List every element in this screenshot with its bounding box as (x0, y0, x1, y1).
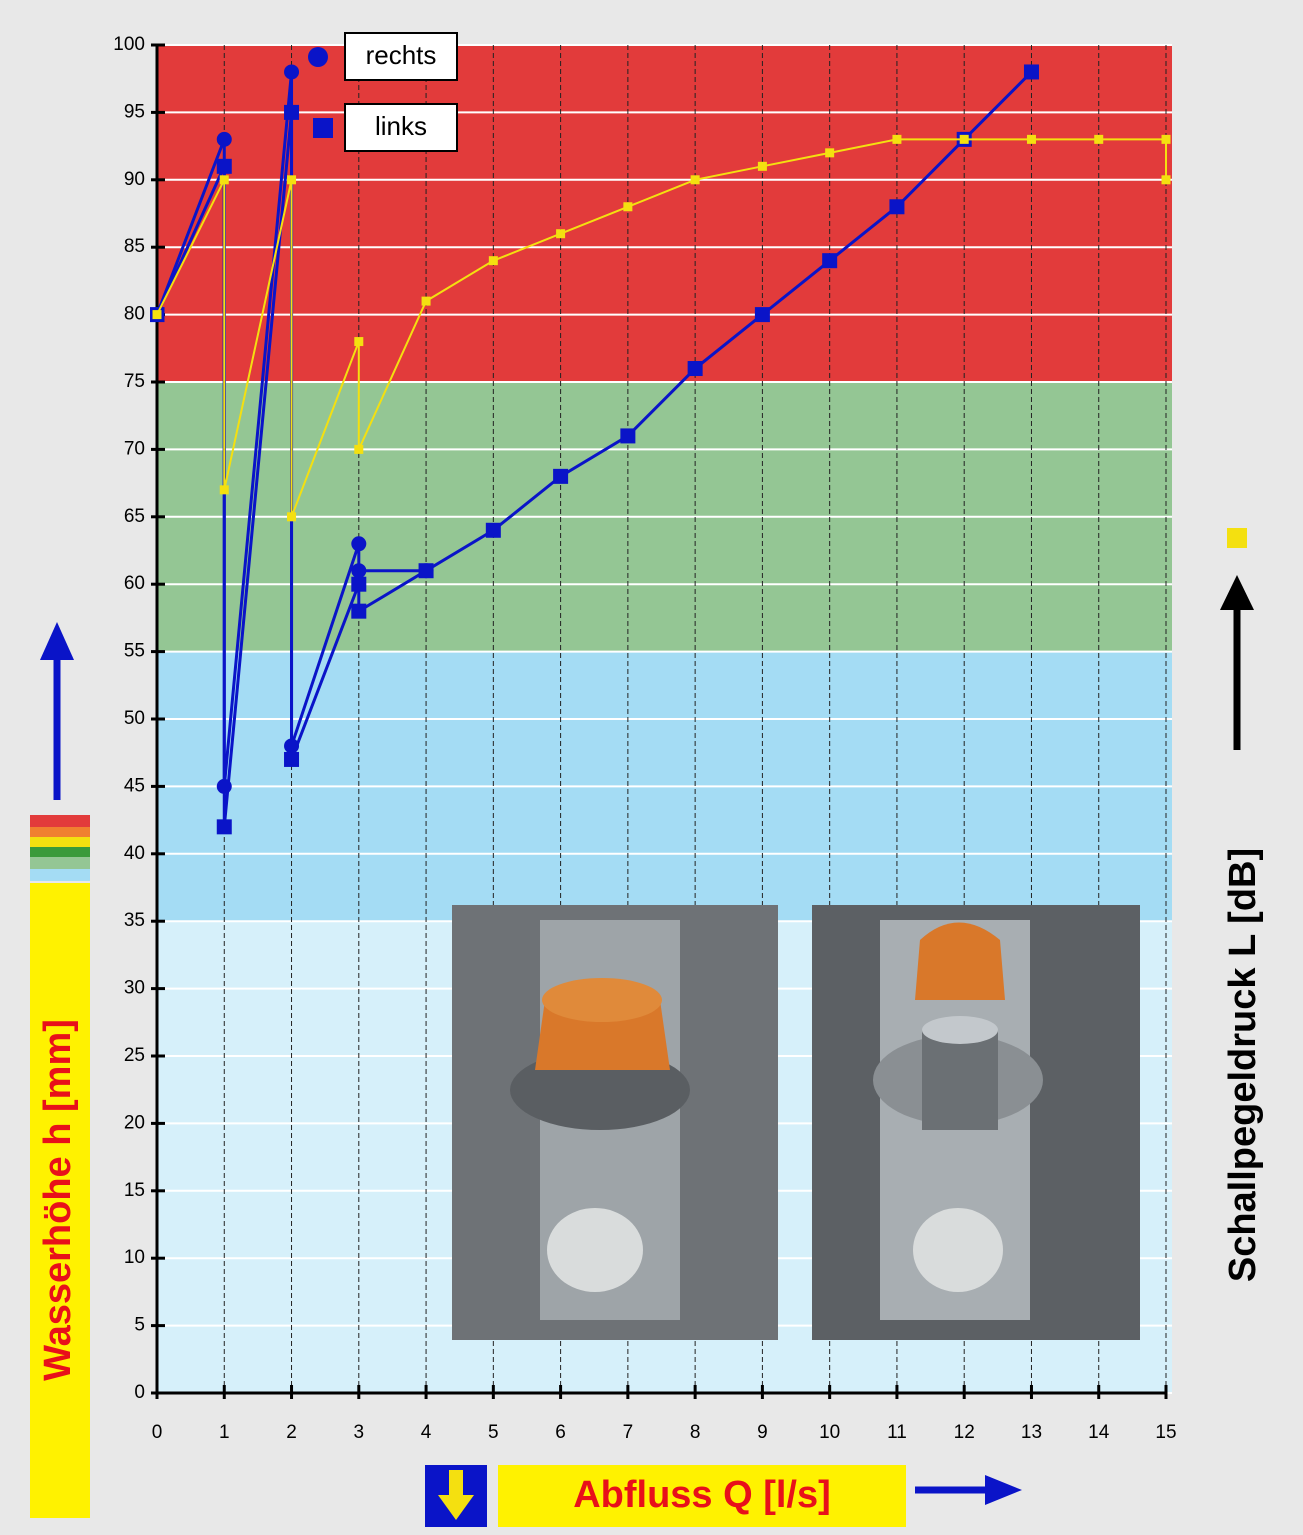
legend-marker (308, 47, 328, 67)
y-tick-label: 70 (124, 438, 145, 459)
y-axis-label: Wasserhöhe h [mm] (37, 1019, 79, 1381)
point (421, 296, 431, 306)
x-tick-label: 9 (757, 1422, 768, 1443)
point (287, 512, 297, 522)
point (889, 199, 905, 215)
legend-marker (1227, 528, 1247, 548)
label-background (498, 1465, 906, 1527)
point (284, 751, 300, 767)
point (351, 576, 367, 592)
point (284, 64, 300, 80)
y-tick-label: 60 (124, 573, 145, 594)
point (754, 307, 770, 323)
point (354, 444, 364, 454)
point (216, 131, 232, 147)
y-tick-label: 5 (134, 1315, 145, 1336)
point (488, 256, 498, 266)
point (485, 522, 501, 538)
arrow (915, 1475, 1022, 1505)
y2-axis-label: Schallpegeldruck L [dB] (1222, 848, 1264, 1282)
x-tick-label: 11 (887, 1422, 907, 1443)
x-tick-label: 15 (1155, 1422, 1176, 1443)
point (822, 253, 838, 269)
arrow (40, 622, 74, 800)
x-tick-label: 2 (286, 1422, 297, 1443)
point (556, 229, 566, 239)
point (216, 819, 232, 835)
y-tick-label: 50 (124, 708, 145, 729)
x-axis-label: Abfluss Q [l/s] (573, 1474, 831, 1516)
icon (438, 1470, 474, 1520)
point (623, 202, 633, 212)
point (287, 175, 297, 185)
legend-box (344, 32, 458, 81)
y-tick-label: 0 (134, 1382, 145, 1403)
point (354, 337, 364, 347)
point (1026, 134, 1036, 144)
point (1161, 134, 1171, 144)
legend-box (344, 103, 458, 152)
x-tick-label: 13 (1021, 1422, 1042, 1443)
point (219, 485, 229, 495)
point (351, 536, 367, 552)
x-tick-label: 5 (488, 1422, 499, 1443)
y-tick-label: 55 (124, 641, 145, 662)
point (825, 148, 835, 158)
point (553, 468, 569, 484)
point (687, 361, 703, 377)
x-tick-label: 10 (819, 1422, 840, 1443)
point (959, 134, 969, 144)
photo (452, 905, 778, 1340)
x-tick-label: 4 (421, 1422, 432, 1443)
point (216, 158, 232, 174)
point (620, 428, 636, 444)
point (351, 603, 367, 619)
point (284, 104, 300, 120)
y-tick-label: 95 (124, 101, 145, 122)
photo (812, 905, 1140, 1340)
y-tick-label: 20 (124, 1112, 145, 1133)
point (690, 175, 700, 185)
y-tick-label: 40 (124, 843, 145, 864)
y-tick-label: 85 (124, 236, 145, 257)
legend-label: rechts (366, 40, 437, 70)
point (152, 310, 162, 320)
y-tick-label: 90 (124, 169, 145, 190)
y-tick-label: 65 (124, 506, 145, 527)
x-tick-label: 3 (354, 1422, 365, 1443)
y-tick-label: 75 (124, 371, 145, 392)
point (757, 161, 767, 171)
label-background (30, 883, 90, 1518)
y-tick-label: 10 (124, 1247, 145, 1268)
y-tick-label: 25 (124, 1045, 145, 1066)
x-tick-label: 14 (1088, 1422, 1110, 1443)
x-tick-label: 7 (623, 1422, 634, 1443)
x-tick-label: 12 (954, 1422, 975, 1443)
arrow (1220, 575, 1254, 750)
x-tick-label: 0 (152, 1422, 163, 1443)
point (351, 563, 367, 579)
point (892, 134, 902, 144)
point (1023, 64, 1039, 80)
y-tick-label: 30 (124, 978, 145, 999)
x-tick-label: 6 (555, 1422, 566, 1443)
y-tick-label: 45 (124, 775, 145, 796)
legend-label: links (375, 111, 427, 141)
y-tick-label: 80 (124, 304, 145, 325)
y-tick-label: 35 (124, 910, 145, 931)
y-tick-label: 15 (124, 1180, 145, 1201)
line (156, 138, 1167, 518)
point (1161, 175, 1171, 185)
x-tick-label: 8 (690, 1422, 701, 1443)
point (1094, 134, 1104, 144)
band (157, 45, 1172, 382)
legend-marker (313, 118, 333, 138)
x-tick-label: 1 (219, 1422, 230, 1443)
y-tick-label: 100 (113, 34, 145, 55)
point (219, 175, 229, 185)
color-scale (30, 815, 90, 881)
point (418, 563, 434, 579)
